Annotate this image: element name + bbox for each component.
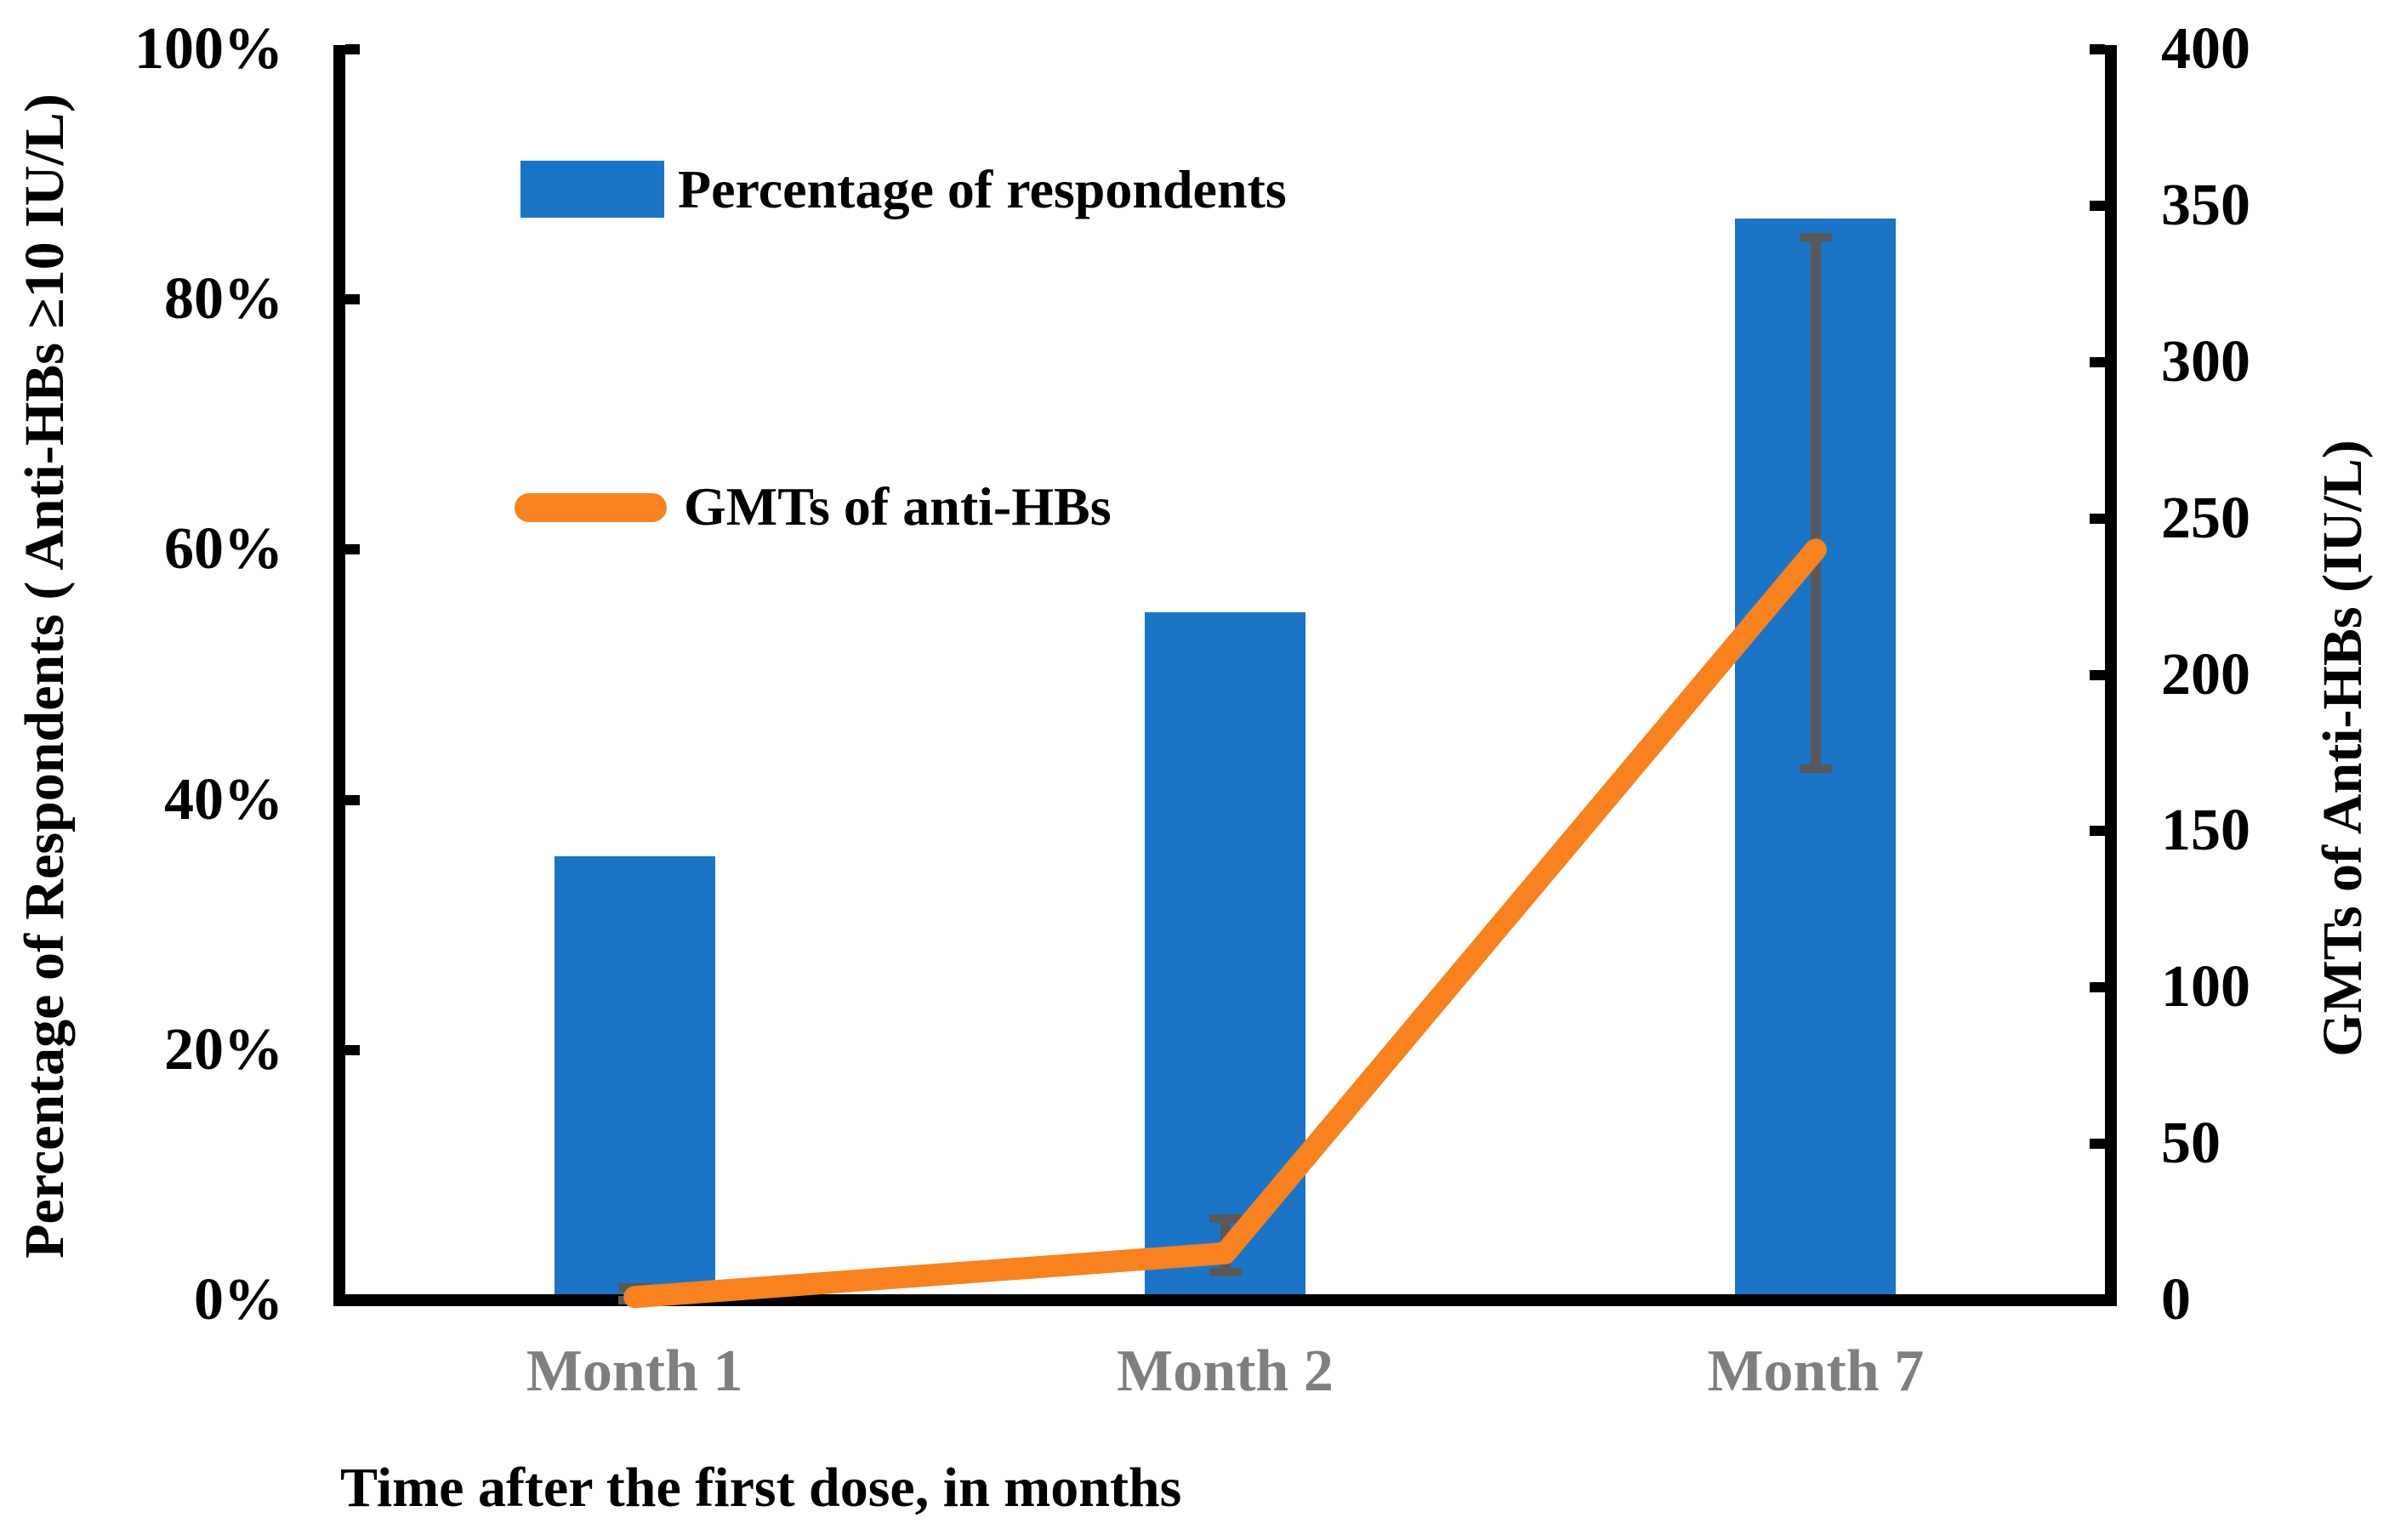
left-tick-label-80: 80% <box>164 266 283 332</box>
x-tick-label-month-7: Month 7 <box>1707 1338 1925 1404</box>
right-tick-label-50: 50 <box>2161 1111 2221 1177</box>
left-tick-100 <box>345 44 360 54</box>
x-tick-label-month-1: Month 1 <box>526 1338 743 1404</box>
right-tick-label-0: 0 <box>2161 1267 2191 1333</box>
right-tick-200 <box>2090 669 2105 680</box>
legend-line-swatch <box>515 493 667 522</box>
left-tick-0 <box>345 1295 360 1305</box>
left-axis-title: Percentage of Respondents ( Anti-HBs ≥10… <box>14 94 76 1259</box>
right-tick-label-150: 150 <box>2161 798 2250 864</box>
error-cap-top-month-7 <box>1799 232 1832 242</box>
error-bar-month-7 <box>1810 236 1821 769</box>
right-tick-label-100: 100 <box>2161 954 2250 1020</box>
left-tick-label-20: 20% <box>164 1016 283 1083</box>
error-cap-top-month-2 <box>1209 1214 1242 1224</box>
right-tick-150 <box>2090 826 2105 837</box>
right-tick-label-300: 300 <box>2161 328 2250 395</box>
right-tick-350 <box>2090 200 2105 211</box>
left-tick-20 <box>345 1044 360 1055</box>
x-axis-title: Time after the first dose, in months <box>340 1457 1182 1519</box>
right-tick-0 <box>2090 1295 2105 1305</box>
error-cap-bottom-month-2 <box>1209 1267 1242 1276</box>
right-axis-line <box>2105 45 2117 1306</box>
right-tick-label-400: 400 <box>2161 16 2250 82</box>
right-tick-label-250: 250 <box>2161 485 2250 551</box>
x-tick-label-month-2: Month 2 <box>1117 1338 1334 1404</box>
left-tick-60 <box>345 544 360 555</box>
left-tick-label-100: 100% <box>134 16 283 82</box>
right-tick-label-200: 200 <box>2161 641 2250 707</box>
legend-line-label: GMTs of anti-HBs <box>684 476 1112 537</box>
left-tick-label-0: 0% <box>194 1267 283 1333</box>
right-tick-100 <box>2090 982 2105 993</box>
right-axis-title: GMTs of Anti-HBs (IU/L) <box>2312 440 2374 1057</box>
left-tick-label-60: 60% <box>164 516 283 582</box>
bar-month-1 <box>554 855 715 1300</box>
left-tick-80 <box>345 294 360 305</box>
error-cap-bottom-month-7 <box>1799 764 1832 773</box>
gmt-line-path <box>623 538 1827 1309</box>
right-tick-250 <box>2090 513 2105 524</box>
left-tick-label-40: 40% <box>164 766 283 833</box>
legend-bar-label: Percentage of respondents <box>678 159 1287 219</box>
left-axis-line <box>333 45 345 1306</box>
right-tick-400 <box>2090 44 2105 54</box>
legend-bar-swatch <box>520 161 664 218</box>
right-tick-label-350: 350 <box>2161 172 2250 238</box>
left-tick-40 <box>345 794 360 805</box>
right-tick-300 <box>2090 356 2105 367</box>
right-tick-50 <box>2090 1139 2105 1150</box>
